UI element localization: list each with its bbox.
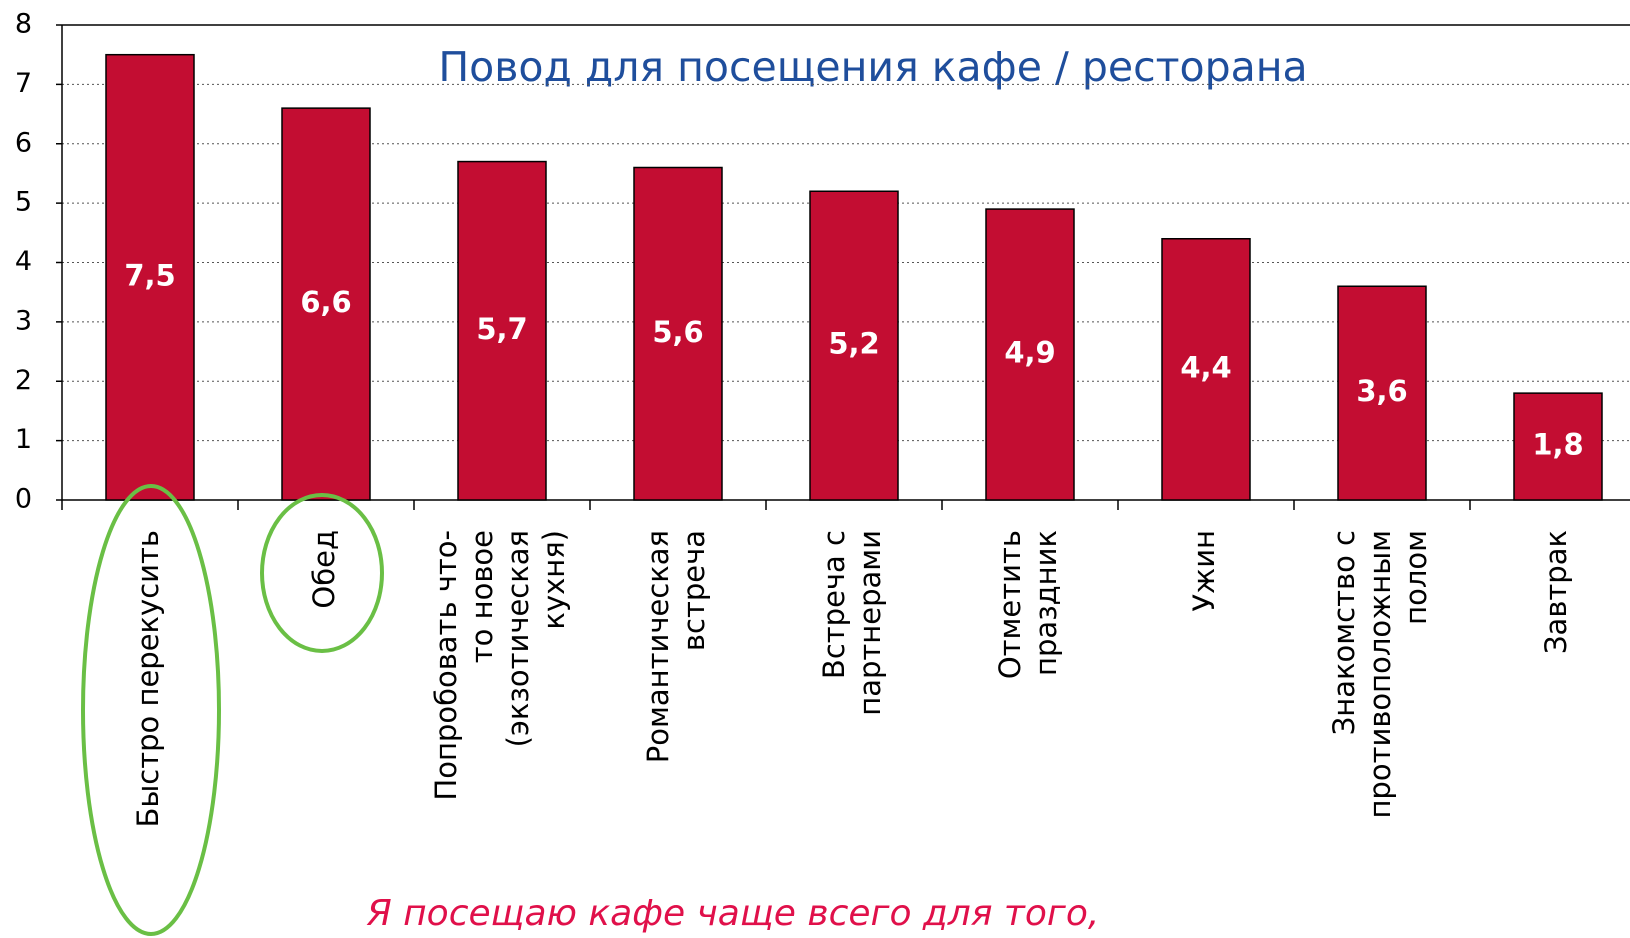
label-line: Встреча с xyxy=(817,530,851,679)
x-tick-label: Быстро перекусить xyxy=(131,530,165,828)
bar xyxy=(985,208,1075,501)
y-tick-label: 3 xyxy=(15,305,32,336)
label-line: полом xyxy=(1399,530,1433,625)
bar xyxy=(1337,285,1427,501)
bar xyxy=(281,107,371,501)
y-tick-label: 4 xyxy=(15,246,32,277)
y-tick-label: 0 xyxy=(15,484,32,515)
value-label: 1,8 xyxy=(1532,428,1583,462)
value-label: 5,7 xyxy=(476,312,527,346)
bar xyxy=(105,53,195,501)
label-line: встреча xyxy=(677,530,711,651)
value-label: 4,9 xyxy=(1004,336,1055,370)
label-line: Завтрак xyxy=(1539,530,1573,654)
label-line: Попробовать что- xyxy=(429,530,463,801)
bar xyxy=(1513,392,1603,501)
highlight-ellipse xyxy=(81,484,221,936)
label-line: Быстро перекусить xyxy=(131,530,165,828)
y-tick-label: 5 xyxy=(15,187,32,218)
label-line: Отметить xyxy=(993,530,1027,679)
value-label: 6,6 xyxy=(300,285,351,319)
value-label: 3,6 xyxy=(1356,374,1407,408)
bar xyxy=(809,190,899,501)
chart-title: Повод для посещения кафе / ресторана xyxy=(438,43,1307,91)
label-line: партнерами xyxy=(853,530,887,716)
x-tick-label: Встреча спартнерами xyxy=(817,530,887,716)
x-tick-label: Попробовать что-то новое(экзотическаякух… xyxy=(429,530,571,801)
highlight-ellipse xyxy=(260,493,384,653)
y-tick-label: 8 xyxy=(15,9,32,40)
value-label: 4,4 xyxy=(1180,350,1231,384)
label-line: праздник xyxy=(1029,530,1063,676)
value-label: 5,6 xyxy=(652,315,703,349)
label-line: Романтическая xyxy=(641,530,675,763)
bar xyxy=(457,160,547,501)
y-tick-label: 2 xyxy=(15,365,32,396)
value-label: 5,2 xyxy=(828,327,879,361)
y-tick-label: 1 xyxy=(15,424,32,455)
x-tick-label: Завтрак xyxy=(1539,530,1573,654)
label-line: Знакомство с xyxy=(1327,530,1361,735)
x-tick-label: Обед xyxy=(307,530,341,609)
bar xyxy=(633,166,723,501)
x-tick-label: Отметитьпраздник xyxy=(993,530,1063,679)
y-tick-label: 7 xyxy=(15,68,32,99)
value-label: 7,5 xyxy=(124,258,175,292)
label-line: противоположным xyxy=(1363,530,1397,819)
label-line: кухня) xyxy=(537,530,571,630)
label-line: то новое xyxy=(465,530,499,663)
label-line: Обед xyxy=(307,530,341,609)
x-tick-label: Ужин xyxy=(1187,530,1221,612)
x-tick-label: Романтическаявстреча xyxy=(641,530,711,763)
label-line: (экзотическая xyxy=(501,530,535,747)
label-line: Ужин xyxy=(1187,530,1221,612)
bar xyxy=(1161,238,1251,501)
y-tick-label: 6 xyxy=(15,127,32,158)
x-tick-label: Знакомство спротивоположнымполом xyxy=(1327,530,1433,819)
annotation: Я посещаю кафе чаще всего для того, xyxy=(366,893,1100,934)
